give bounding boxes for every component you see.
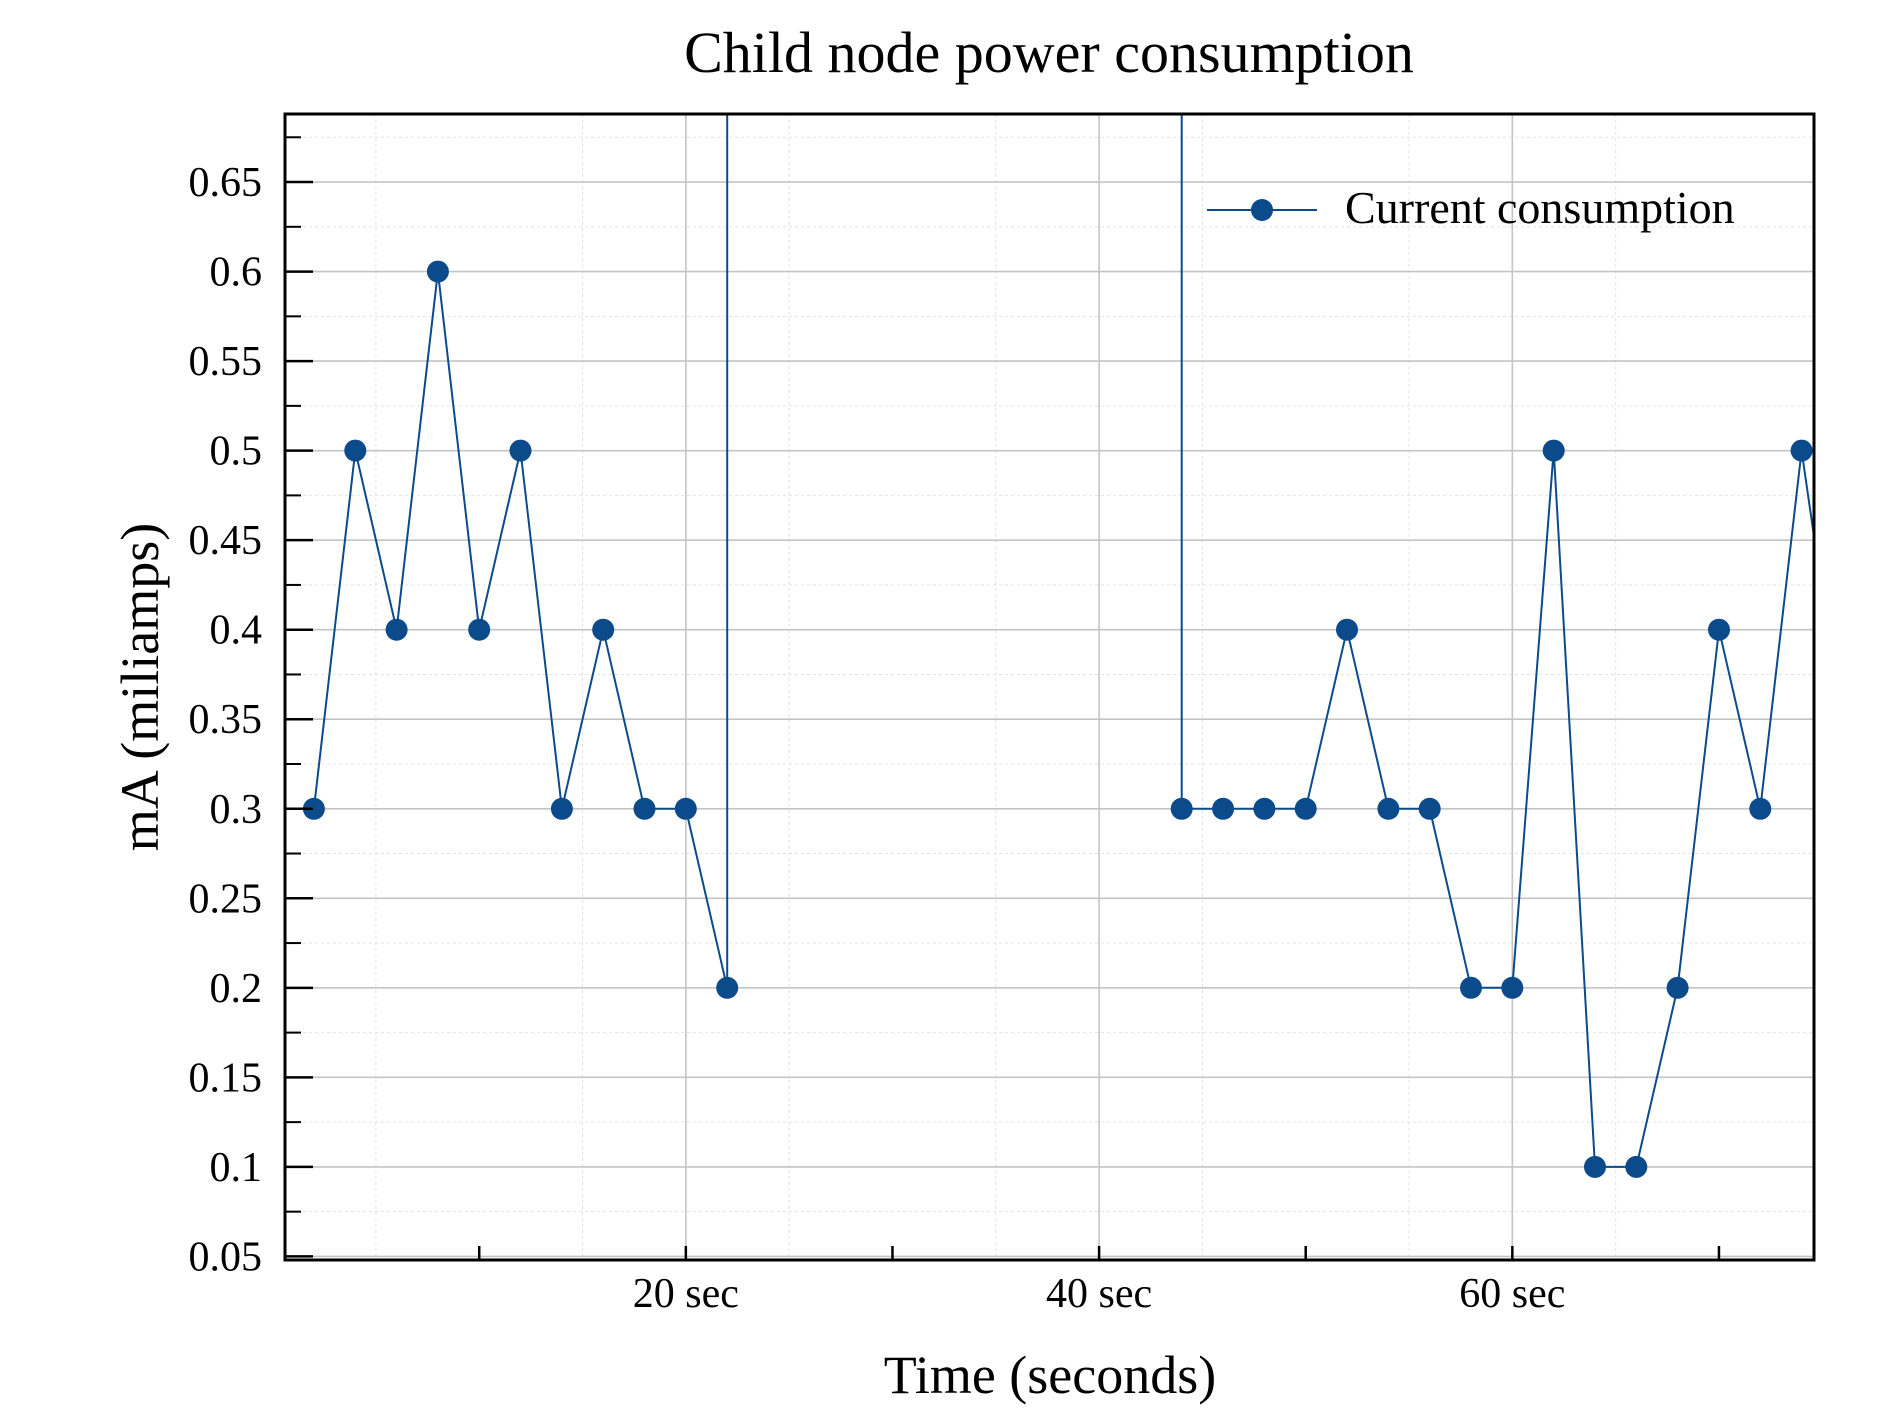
y-tick-label: 0.05 — [189, 1234, 263, 1280]
data-point — [592, 618, 615, 641]
data-point — [633, 797, 656, 820]
data-point — [1170, 797, 1193, 820]
data-point — [509, 439, 532, 462]
data-point — [1253, 797, 1276, 820]
data-point — [1418, 797, 1441, 820]
x-axis-label: Time (seconds) — [884, 1345, 1217, 1405]
x-tick-label: 60 sec — [1459, 1271, 1565, 1317]
data-point — [1708, 618, 1730, 641]
y-tick-label: 0.1 — [210, 1145, 263, 1191]
series-layer — [302, 114, 1814, 1178]
data-point — [1584, 1155, 1606, 1178]
y-tick-label: 0.4 — [210, 608, 263, 654]
x-tick-label: 20 sec — [633, 1271, 739, 1317]
legend: Current consumption — [1207, 182, 1735, 233]
series-line — [312, 114, 729, 989]
data-point — [1501, 976, 1524, 999]
y-tick-label: 0.2 — [210, 966, 263, 1012]
legend-label: Current consumption — [1345, 182, 1735, 233]
axis-ticks — [285, 136, 1721, 1260]
data-point — [1212, 797, 1235, 820]
y-tick-label: 0.45 — [189, 518, 263, 564]
data-point — [1790, 439, 1813, 462]
data-point — [550, 797, 573, 820]
y-tick-label: 0.15 — [189, 1055, 263, 1101]
data-point — [385, 618, 408, 641]
x-tick-labels: 20 sec 40 sec 60 sec — [633, 1271, 1566, 1317]
data-point — [302, 797, 325, 820]
y-tick-label: 0.35 — [189, 697, 263, 743]
y-tick-label: 0.3 — [210, 787, 263, 833]
y-tick-label: 0.5 — [210, 429, 263, 475]
chart-title: Child node power consumption — [684, 20, 1414, 85]
data-point — [1749, 797, 1772, 820]
minor-grid — [285, 114, 1814, 1260]
data-point — [1542, 439, 1565, 462]
data-point — [1460, 976, 1482, 999]
data-point — [426, 260, 449, 283]
data-point — [1294, 797, 1317, 820]
data-point — [1336, 618, 1358, 641]
data-point — [468, 618, 491, 641]
legend-marker — [1251, 199, 1273, 221]
plot-frame — [283, 112, 1816, 1262]
data-point — [344, 439, 367, 462]
y-tick-labels: 0.05 0.1 0.15 0.2 0.25 0.3 0.35 0.4 0.45 0.5 0.55 0… — [189, 160, 263, 1280]
data-point — [1666, 976, 1689, 999]
y-tick-label: 0.65 — [189, 160, 263, 206]
data-point — [1377, 797, 1400, 820]
y-tick-label: 0.25 — [189, 876, 263, 922]
data-point — [716, 976, 739, 999]
y-tick-label: 0.6 — [210, 250, 263, 296]
x-tick-label: 40 sec — [1046, 1271, 1152, 1317]
data-point — [674, 797, 697, 820]
y-tick-label: 0.55 — [189, 339, 263, 385]
data-point — [1625, 1155, 1648, 1178]
y-axis-label: mA (miliamps) — [110, 523, 170, 851]
